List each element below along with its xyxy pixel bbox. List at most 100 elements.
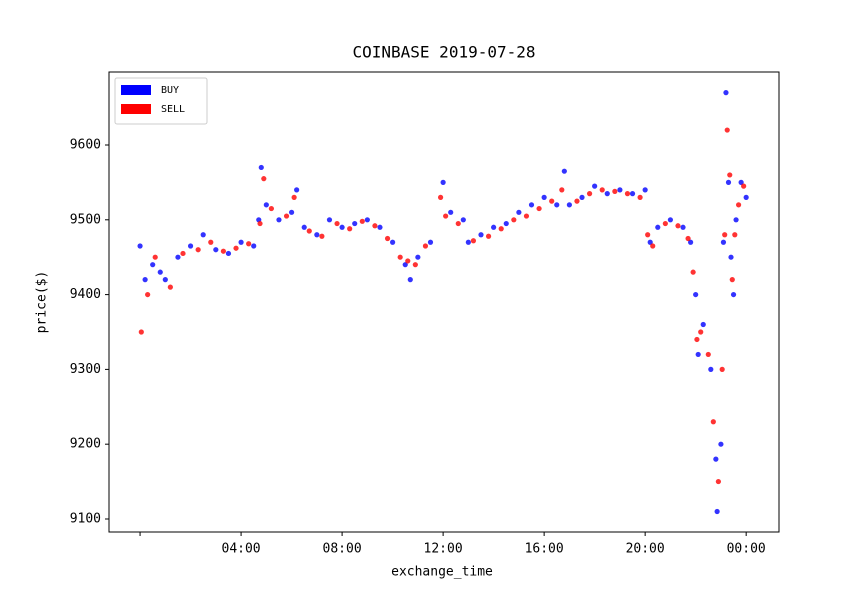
trade-point bbox=[624, 191, 631, 197]
x-tick-label: 12:00 bbox=[424, 542, 463, 557]
trade-point bbox=[650, 243, 656, 249]
trade-point bbox=[246, 241, 252, 247]
trade-point bbox=[460, 217, 466, 223]
trade-point bbox=[675, 223, 681, 229]
trade-point bbox=[645, 232, 651, 238]
trade-point bbox=[422, 243, 429, 249]
trade-point bbox=[528, 202, 535, 208]
trade-point bbox=[662, 220, 668, 227]
x-tick-label: 16:00 bbox=[525, 542, 564, 557]
trade-point bbox=[377, 224, 383, 230]
trade-point bbox=[402, 262, 408, 268]
x-tick-label: 04:00 bbox=[222, 542, 261, 557]
trade-point bbox=[407, 277, 413, 283]
trade-point bbox=[150, 262, 156, 268]
trade-point bbox=[137, 243, 143, 249]
trade-point bbox=[491, 224, 497, 230]
trade-point bbox=[685, 235, 691, 242]
chart-title: COINBASE 2019-07-28 bbox=[352, 43, 535, 62]
trade-point bbox=[257, 220, 263, 227]
trade-point bbox=[145, 291, 151, 298]
legend-label: SELL bbox=[161, 104, 185, 115]
trade-point bbox=[536, 205, 542, 212]
trade-point bbox=[498, 226, 504, 232]
trade-point bbox=[180, 250, 186, 257]
trade-point bbox=[200, 232, 206, 238]
trade-point bbox=[695, 351, 701, 358]
y-tick-label: 9300 bbox=[70, 362, 101, 377]
y-tick-label: 9500 bbox=[70, 212, 101, 227]
trade-point bbox=[470, 238, 477, 244]
trade-point bbox=[251, 243, 257, 249]
trade-point bbox=[617, 187, 623, 193]
trade-point bbox=[561, 168, 567, 174]
trade-point bbox=[549, 198, 555, 204]
trade-point bbox=[688, 239, 694, 245]
trade-point bbox=[708, 366, 714, 372]
trade-point bbox=[405, 258, 411, 264]
trade-point bbox=[523, 213, 530, 219]
trade-point bbox=[729, 277, 735, 283]
y-tick-label: 9400 bbox=[70, 287, 101, 302]
trade-point bbox=[167, 284, 173, 290]
trade-point bbox=[647, 239, 653, 245]
trade-point bbox=[263, 202, 269, 208]
trade-point bbox=[294, 187, 300, 193]
legend-swatch bbox=[121, 104, 151, 114]
trade-point bbox=[268, 205, 274, 212]
trade-point bbox=[694, 336, 700, 343]
trade-point bbox=[352, 220, 358, 227]
trade-point bbox=[735, 202, 742, 208]
trade-point bbox=[283, 213, 290, 219]
trade-point bbox=[705, 351, 711, 358]
trade-point bbox=[642, 187, 648, 193]
trade-point bbox=[680, 224, 686, 230]
trade-point bbox=[225, 250, 232, 257]
trade-point bbox=[261, 176, 267, 182]
trade-point bbox=[415, 254, 421, 260]
trade-point bbox=[347, 226, 353, 232]
trade-point bbox=[713, 456, 719, 462]
trade-point bbox=[743, 194, 749, 200]
trade-point bbox=[443, 213, 449, 219]
trade-point bbox=[220, 248, 227, 254]
trade-point bbox=[574, 198, 580, 204]
trade-point bbox=[693, 291, 699, 298]
trade-point bbox=[390, 239, 396, 245]
trade-point bbox=[397, 254, 403, 260]
trade-point bbox=[723, 90, 729, 96]
trade-point bbox=[314, 232, 320, 238]
trade-point bbox=[727, 172, 733, 178]
trade-point bbox=[238, 239, 244, 245]
y-axis-label: price($) bbox=[35, 271, 50, 334]
trade-point bbox=[511, 217, 517, 223]
x-tick-label: 08:00 bbox=[323, 542, 362, 557]
trade-point bbox=[162, 277, 168, 283]
trade-point bbox=[566, 202, 572, 208]
trade-point bbox=[541, 194, 547, 200]
trade-point bbox=[233, 245, 239, 251]
trade-point bbox=[698, 329, 704, 335]
trade-point bbox=[599, 187, 605, 193]
trade-point bbox=[612, 188, 618, 194]
trade-point bbox=[718, 441, 724, 447]
trade-point bbox=[291, 194, 297, 200]
trade-point bbox=[724, 127, 730, 133]
trade-point bbox=[485, 233, 492, 239]
trade-point bbox=[733, 217, 739, 223]
trade-point bbox=[359, 218, 365, 224]
trade-point bbox=[440, 179, 446, 185]
trade-point bbox=[465, 239, 471, 245]
trade-point bbox=[364, 217, 370, 223]
trade-point bbox=[690, 269, 696, 275]
trade-point bbox=[715, 478, 721, 485]
trade-point bbox=[175, 254, 181, 260]
trade-point bbox=[437, 194, 444, 200]
legend-label: BUY bbox=[161, 85, 179, 96]
trade-point bbox=[455, 220, 461, 227]
legend: BUY SELL bbox=[114, 77, 208, 125]
trade-point bbox=[554, 202, 560, 208]
trade-point bbox=[448, 209, 454, 215]
trade-point bbox=[187, 243, 194, 249]
